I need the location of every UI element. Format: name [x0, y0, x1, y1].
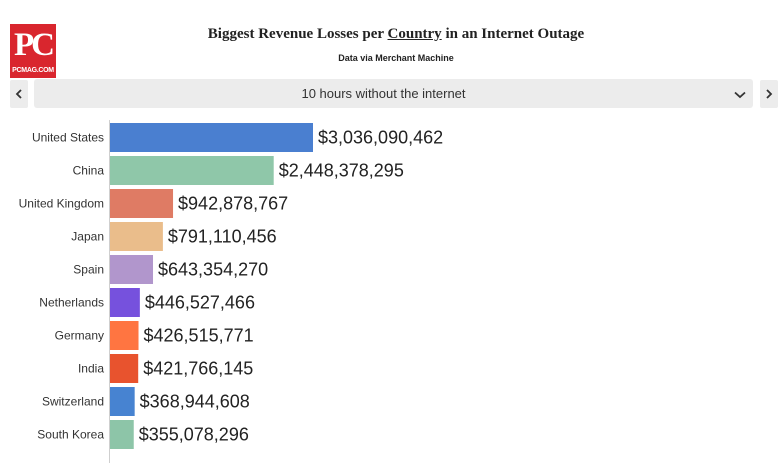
scenario-select-value: 10 hours without the internet — [301, 86, 466, 101]
value-label-6: $426,515,771 — [144, 326, 254, 346]
chevron-down-icon — [734, 91, 746, 99]
bar-3[interactable] — [110, 222, 163, 251]
bar-9[interactable] — [110, 420, 134, 449]
prev-button[interactable] — [10, 80, 28, 108]
value-label-2: $942,878,767 — [178, 194, 288, 214]
logo-letters: PC — [14, 27, 55, 63]
category-label-3: Japan — [71, 230, 104, 244]
title-part-2: in an Internet Outage — [445, 26, 585, 42]
category-label-5: Netherlands — [39, 296, 104, 310]
next-button[interactable] — [760, 80, 778, 108]
value-label-1: $2,448,378,295 — [279, 161, 404, 181]
pcmag-logo[interactable]: PC PCMAG.COM — [10, 24, 56, 78]
value-label-5: $446,527,466 — [145, 293, 255, 313]
bar-8[interactable] — [110, 387, 135, 416]
bar-2[interactable] — [110, 189, 174, 218]
category-label-7: India — [78, 362, 104, 376]
category-label-1: China — [73, 164, 105, 178]
value-label-0: $3,036,090,462 — [318, 128, 443, 148]
chevron-right-icon — [766, 89, 773, 99]
bar-chart: United States $3,036,090,462 China $2,448,3… — [19, 120, 443, 463]
chart-subtitle: Data via Merchant Machine — [338, 53, 454, 63]
category-label-4: Spain — [73, 263, 104, 277]
category-label-6: Germany — [55, 329, 104, 343]
bar-4[interactable] — [110, 255, 154, 284]
category-label-2: United Kingdom — [19, 197, 104, 211]
value-label-4: $643,354,270 — [158, 260, 268, 280]
bar-1[interactable] — [110, 156, 274, 185]
value-label-8: $368,944,608 — [140, 392, 250, 412]
category-label-8: Switzerland — [42, 395, 104, 409]
value-label-3: $791,110,456 — [168, 227, 277, 247]
bar-6[interactable] — [110, 321, 139, 350]
category-label-9: South Korea — [37, 428, 104, 442]
bar-7[interactable] — [110, 354, 139, 383]
chevron-left-icon — [15, 89, 22, 99]
title-country-link[interactable]: Country — [387, 26, 442, 42]
value-label-7: $421,766,145 — [143, 359, 253, 379]
bar-0[interactable] — [110, 123, 313, 152]
category-label-0: United States — [32, 131, 104, 145]
chart-title: Biggest Revenue Losses per Country in an… — [120, 24, 672, 44]
logo-url: PCMAG.COM — [12, 67, 54, 74]
bar-5[interactable] — [110, 288, 140, 317]
value-label-9: $355,078,296 — [139, 425, 249, 445]
title-part-1: Biggest Revenue Losses per — [207, 26, 384, 42]
scenario-select[interactable]: 10 hours without the internet — [34, 79, 753, 108]
